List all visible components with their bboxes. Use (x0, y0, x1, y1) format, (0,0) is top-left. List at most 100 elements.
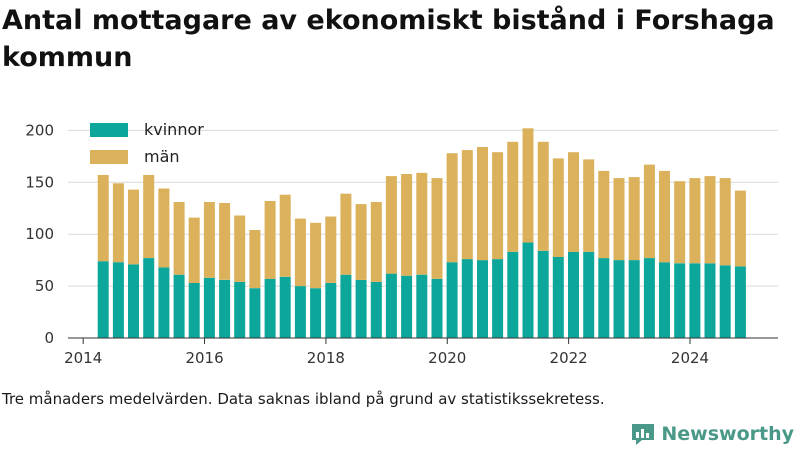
bar-kvinnor (234, 281, 246, 338)
bar-man (704, 176, 716, 264)
bar-kvinnor (492, 259, 504, 338)
chart-title: Antal mottagare av ekonomiskt bistånd i … (2, 5, 775, 73)
bar-man (477, 147, 488, 261)
bar-man (446, 153, 458, 263)
bar-kvinnor (385, 273, 397, 338)
bar-kvinnor (279, 276, 291, 338)
bar-man (249, 230, 261, 289)
bar-kvinnor (704, 263, 716, 338)
bar-man (552, 158, 564, 257)
bar-kvinnor (431, 278, 443, 338)
bar-man (264, 201, 276, 279)
x-axis: 2014 2016 2018 2020 2022 2024 (64, 337, 778, 367)
bar-man (659, 170, 670, 263)
stacked-bar-chart: 2014 2016 2018 2020 2022 2024 0 50 100 150 200 kv… (25, 120, 778, 367)
x-tick-label: 2024 (671, 349, 709, 367)
legend-swatch-man (90, 150, 128, 164)
bar-kvinnor (568, 251, 579, 338)
bar-kvinnor (143, 258, 155, 338)
bar-kvinnor (264, 278, 276, 338)
legend: kvinnor män (90, 120, 204, 166)
bar-man (310, 222, 322, 289)
bar-kvinnor (537, 250, 549, 338)
bar-kvinnor (446, 262, 458, 338)
bar-man (613, 178, 625, 261)
bar-kvinnor (128, 264, 139, 338)
y-tick-label: 50 (35, 277, 54, 295)
newsworthy-logo[interactable]: Newsworthy (630, 420, 794, 448)
bar-kvinnor (461, 259, 473, 338)
bar-man (325, 216, 337, 283)
bar-kvinnor (188, 283, 200, 338)
bar-kvinnor (355, 279, 367, 338)
bar-kvinnor (401, 275, 413, 338)
y-tick-label: 200 (25, 121, 54, 139)
x-tick-label: 2018 (307, 349, 345, 367)
bar-kvinnor (173, 274, 185, 338)
bar-kvinnor (112, 262, 124, 338)
bar-kvinnor (583, 251, 595, 338)
bar-kvinnor (310, 288, 322, 338)
bar-man (279, 194, 291, 277)
bar-kvinnor (325, 283, 337, 338)
bar-man (219, 203, 231, 280)
bar-man (598, 170, 610, 259)
bar-man (522, 128, 534, 243)
bar-kvinnor (598, 258, 610, 338)
bar-kvinnor (689, 263, 701, 338)
bar-kvinnor (628, 260, 640, 338)
legend-swatch-kvinnor (90, 123, 128, 137)
y-axis: 0 50 100 150 200 (25, 121, 54, 347)
bar-man (568, 152, 579, 252)
bar-man (234, 215, 246, 282)
x-tick-label: 2020 (428, 349, 466, 367)
bar-man (385, 176, 397, 274)
bar-man (628, 177, 640, 261)
bar-man (416, 172, 428, 275)
y-tick-label: 0 (44, 329, 54, 347)
bar-man (355, 204, 367, 280)
bar-kvinnor (294, 286, 306, 338)
bar-kvinnor (158, 267, 170, 338)
bar-kvinnor (674, 263, 686, 338)
bar-man (689, 178, 701, 264)
bars (97, 128, 746, 338)
bar-man (461, 150, 473, 260)
bar-man (340, 193, 352, 275)
bar-kvinnor (552, 257, 564, 338)
bar-man (203, 202, 215, 278)
y-tick-label: 100 (25, 225, 54, 243)
legend-label-man: män (144, 147, 180, 166)
x-tick-label: 2016 (185, 349, 223, 367)
bar-man (492, 152, 504, 260)
x-tick-label: 2014 (64, 349, 102, 367)
bar-man (583, 159, 595, 252)
bar-man (128, 189, 139, 265)
bar-kvinnor (643, 258, 655, 338)
bar-man (643, 164, 655, 258)
chart-caption: Tre månaders medelvärden. Data saknas ib… (2, 390, 605, 408)
bar-kvinnor (416, 274, 428, 338)
bar-kvinnor (719, 265, 731, 338)
bar-man (294, 218, 306, 287)
bar-man (401, 174, 413, 276)
bar-kvinnor (97, 261, 109, 338)
bar-kvinnor (507, 251, 519, 338)
bar-man (143, 175, 155, 258)
bar-man (112, 183, 124, 263)
newsworthy-logo-icon (632, 424, 655, 445)
bar-kvinnor (219, 279, 231, 338)
bar-kvinnor (477, 260, 488, 338)
bar-man (719, 178, 731, 266)
bar-man (674, 181, 686, 264)
x-tick-label: 2022 (550, 349, 588, 367)
bar-kvinnor (613, 260, 625, 338)
bar-kvinnor (734, 266, 746, 338)
y-tick-label: 150 (25, 173, 54, 191)
bar-kvinnor (203, 277, 215, 338)
bar-man (734, 190, 746, 267)
bar-kvinnor (659, 262, 670, 338)
bar-man (97, 175, 109, 262)
bar-man (188, 217, 200, 283)
bar-kvinnor (249, 288, 261, 338)
